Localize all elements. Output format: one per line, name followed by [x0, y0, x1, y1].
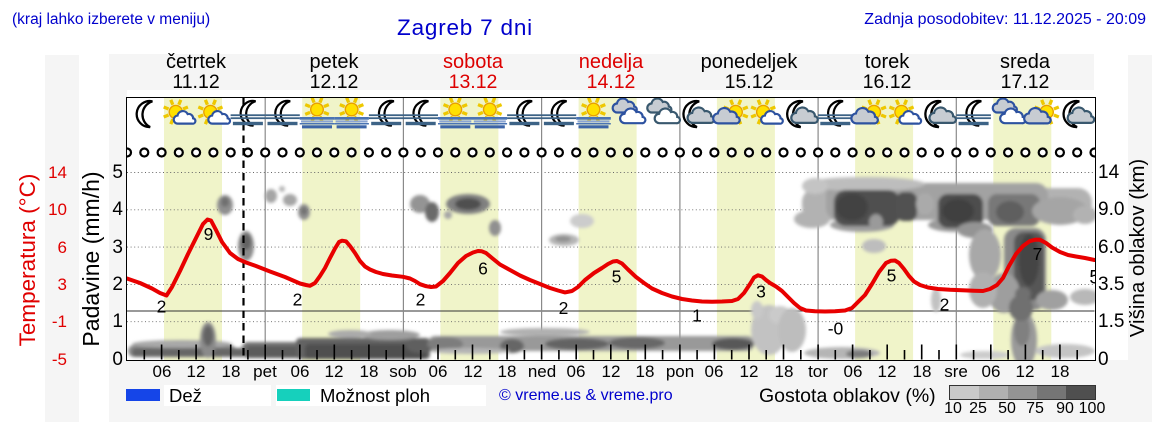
svg-text:-0: -0 [828, 319, 844, 339]
svg-text:3: 3 [756, 282, 766, 302]
svg-text:5: 5 [1089, 268, 1095, 289]
svg-text:5: 5 [887, 266, 897, 286]
svg-text:2: 2 [157, 297, 167, 317]
svg-text:2: 2 [940, 295, 950, 315]
svg-text:7: 7 [1033, 244, 1043, 264]
svg-text:9: 9 [204, 224, 214, 244]
svg-text:1: 1 [692, 306, 702, 326]
svg-text:2: 2 [293, 290, 303, 310]
svg-text:2: 2 [559, 298, 569, 318]
svg-text:2: 2 [416, 290, 426, 310]
svg-text:6: 6 [478, 259, 488, 279]
svg-text:5: 5 [612, 267, 622, 287]
